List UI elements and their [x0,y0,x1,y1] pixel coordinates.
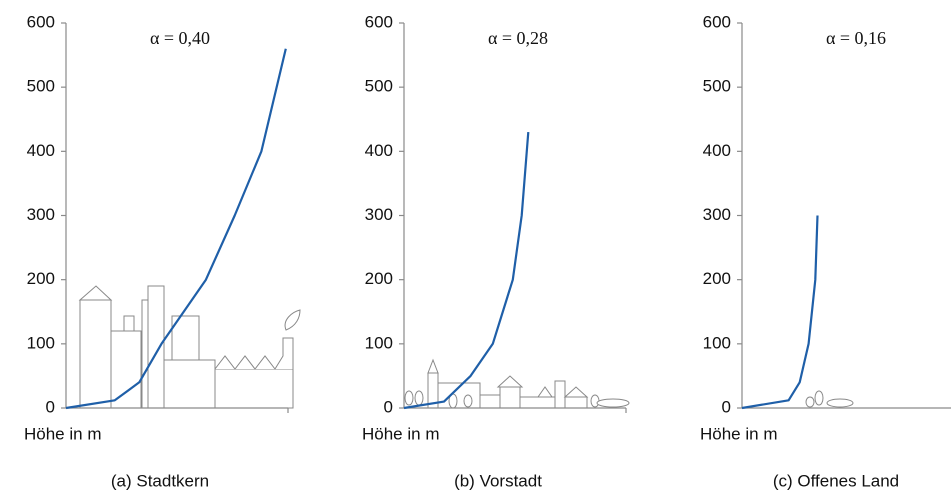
y-tick-label: 400 [365,141,393,160]
y-tick-label: 600 [27,12,55,31]
y-tick-label: 100 [703,333,731,352]
curve [404,132,528,408]
x-axis-label: Höhe in m [24,424,101,443]
y-tick-label: 200 [27,269,55,288]
y-tick-label: 200 [703,269,731,288]
curve [742,216,818,409]
caption: (b) Vorstadt [454,471,542,490]
y-tick-label: 400 [703,141,731,160]
caption: (c) Offenes Land [773,471,899,490]
y-tick-label: 500 [27,77,55,96]
y-tick-label: 600 [365,12,393,31]
x-axis-label: Höhe in m [362,424,439,443]
chart-title: α = 0,40 [150,28,210,48]
suburb-buildings [405,360,629,408]
figure: 0 100 200 300 400 500 600 α = 0,40 Höhe in m (a) … [0,0,952,490]
chart-title: α = 0,16 [826,28,886,48]
y-tick-label: 300 [365,205,393,224]
y-tick-label: 500 [703,77,731,96]
y-tick-label: 100 [365,333,393,352]
land-trees [806,391,853,407]
y-tick-label: 400 [27,141,55,160]
chart-title: α = 0,28 [488,28,548,48]
y-tick-label: 100 [27,333,55,352]
y-tick-label: 600 [703,12,731,31]
y-tick-label: 200 [365,269,393,288]
y-tick-label: 0 [46,397,55,416]
y-tick-label: 300 [703,205,731,224]
y-tick-label: 300 [27,205,55,224]
y-tick-label: 0 [722,397,731,416]
x-axis-label: Höhe in m [700,424,777,443]
y-tick-label: 500 [365,77,393,96]
y-tick-label: 0 [384,397,393,416]
caption: (a) Stadtkern [111,471,209,490]
